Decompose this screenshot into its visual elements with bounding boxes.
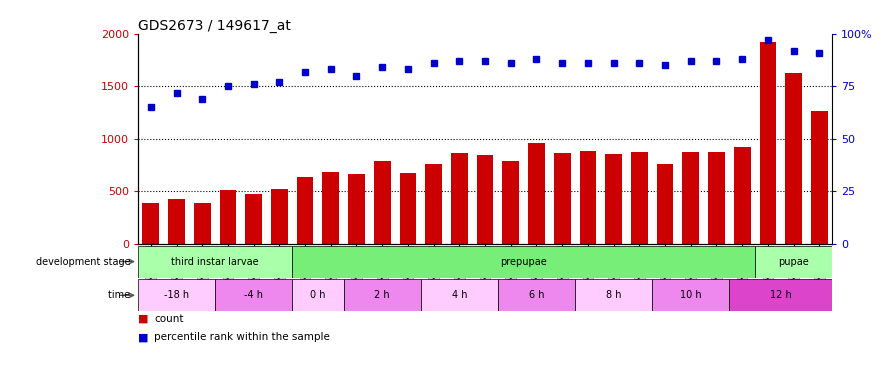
Text: GSM67098: GSM67098 xyxy=(403,246,412,292)
Text: GSM67097: GSM67097 xyxy=(377,246,387,292)
Text: GSM67096: GSM67096 xyxy=(352,246,361,292)
Text: GSM67095: GSM67095 xyxy=(327,246,336,292)
Bar xyxy=(503,161,519,244)
Bar xyxy=(631,152,648,244)
Bar xyxy=(755,246,832,278)
Bar xyxy=(575,279,652,311)
Text: GSM67092: GSM67092 xyxy=(249,246,258,292)
Bar xyxy=(708,152,724,244)
Text: percentile rank within the sample: percentile rank within the sample xyxy=(154,333,330,342)
Bar xyxy=(734,147,750,244)
Bar xyxy=(528,143,545,244)
Bar xyxy=(292,279,344,311)
Text: ■: ■ xyxy=(138,333,149,342)
Text: pupae: pupae xyxy=(778,256,809,267)
Text: GSM67116: GSM67116 xyxy=(789,246,798,292)
Text: 6 h: 6 h xyxy=(529,290,544,300)
Text: GSM67103: GSM67103 xyxy=(532,246,541,292)
Bar xyxy=(220,190,237,244)
Bar xyxy=(421,279,498,311)
Text: GSM67090: GSM67090 xyxy=(198,246,206,292)
Bar xyxy=(498,279,575,311)
Text: GSM67102: GSM67102 xyxy=(506,246,515,292)
Bar xyxy=(554,153,570,244)
Bar xyxy=(138,246,292,278)
Text: time: time xyxy=(109,290,134,300)
Bar xyxy=(729,279,832,311)
Text: 0 h: 0 h xyxy=(311,290,326,300)
Bar xyxy=(811,111,828,244)
Text: GSM67109: GSM67109 xyxy=(660,246,669,292)
Text: 4 h: 4 h xyxy=(451,290,467,300)
Bar xyxy=(168,199,185,244)
Bar xyxy=(759,42,776,244)
Bar xyxy=(322,172,339,244)
Text: GSM67111: GSM67111 xyxy=(686,246,695,292)
Text: GSM67089: GSM67089 xyxy=(172,246,181,292)
Bar xyxy=(271,189,287,244)
Bar xyxy=(652,279,729,311)
Text: GSM67107: GSM67107 xyxy=(609,246,619,292)
Text: GSM67101: GSM67101 xyxy=(481,246,490,292)
Text: GDS2673 / 149617_at: GDS2673 / 149617_at xyxy=(138,19,291,33)
Bar xyxy=(579,152,596,244)
Text: GSM67113: GSM67113 xyxy=(712,246,721,292)
Text: GSM67091: GSM67091 xyxy=(223,246,232,292)
Text: GSM67099: GSM67099 xyxy=(429,246,438,292)
Bar xyxy=(138,279,215,311)
Text: GSM67094: GSM67094 xyxy=(301,246,310,292)
Text: -18 h: -18 h xyxy=(164,290,189,300)
Text: ■: ■ xyxy=(138,314,149,324)
Bar xyxy=(292,246,755,278)
Bar xyxy=(194,203,211,244)
Text: 10 h: 10 h xyxy=(680,290,701,300)
Text: 2 h: 2 h xyxy=(375,290,390,300)
Text: prepupae: prepupae xyxy=(500,256,547,267)
Bar xyxy=(605,154,622,244)
Text: -4 h: -4 h xyxy=(244,290,263,300)
Bar xyxy=(400,173,417,244)
Bar xyxy=(246,194,262,244)
Text: GSM67105: GSM67105 xyxy=(558,246,567,292)
Bar xyxy=(785,73,802,244)
Text: GSM67117: GSM67117 xyxy=(814,246,824,292)
Text: GSM67114: GSM67114 xyxy=(738,246,747,292)
Bar xyxy=(348,174,365,244)
Bar xyxy=(657,164,674,244)
Text: GSM67108: GSM67108 xyxy=(635,246,643,292)
Bar xyxy=(374,161,391,244)
Text: GSM67115: GSM67115 xyxy=(764,246,773,292)
Bar xyxy=(683,152,700,244)
Bar xyxy=(451,153,468,244)
Bar xyxy=(215,279,292,311)
Bar xyxy=(296,177,313,244)
Text: GSM67100: GSM67100 xyxy=(455,246,464,292)
Text: count: count xyxy=(154,314,183,324)
Text: development stage: development stage xyxy=(36,256,134,267)
Bar xyxy=(425,164,442,244)
Text: GSM67088: GSM67088 xyxy=(146,246,156,292)
Bar xyxy=(142,203,159,244)
Text: 12 h: 12 h xyxy=(770,290,791,300)
Bar xyxy=(344,279,421,311)
Text: third instar larvae: third instar larvae xyxy=(171,256,259,267)
Bar xyxy=(477,154,493,244)
Text: 8 h: 8 h xyxy=(606,290,621,300)
Text: GSM67106: GSM67106 xyxy=(583,246,593,292)
Text: GSM67093: GSM67093 xyxy=(275,246,284,292)
